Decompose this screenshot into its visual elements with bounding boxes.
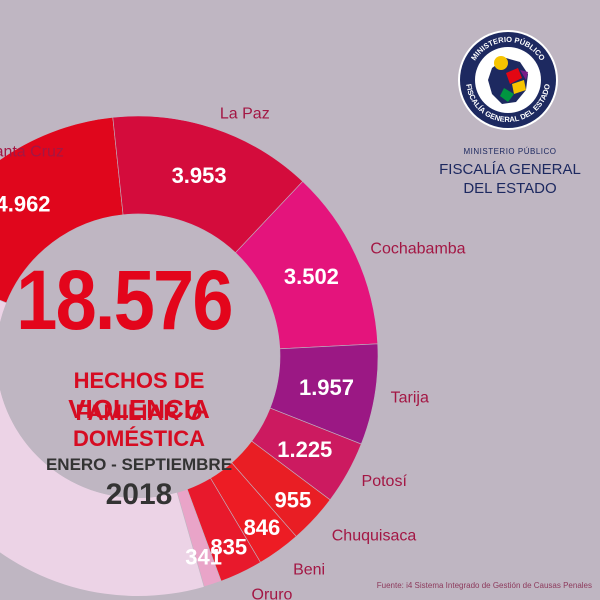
org-small-label: MINISTERIO PÚBLICO xyxy=(463,147,557,156)
value-label-la-paz: 3.953 xyxy=(172,163,227,188)
value-label-chuquisaca: 955 xyxy=(274,487,311,512)
slice-pando xyxy=(176,488,222,588)
year-label: 2018 xyxy=(105,478,173,511)
category-label-pando: Pando xyxy=(220,599,266,600)
org-line-1: FISCALÍA GENERAL xyxy=(439,161,581,178)
subtitle-line-2: FAMILIAR O DOMÉSTICA xyxy=(73,400,205,451)
total-number: 18.576 xyxy=(16,253,233,347)
subtitle-part-1: HECHOS DE xyxy=(73,368,205,393)
donut-center xyxy=(0,214,280,498)
category-label-oruro: Oruro xyxy=(252,586,293,600)
category-label-beni: Beni xyxy=(293,562,325,579)
category-label-cochabamba: Cochabamba xyxy=(370,241,465,258)
value-label-oruro: 835 xyxy=(210,534,247,559)
org-name: FISCALÍA GENERAL DEL ESTADO xyxy=(430,160,590,198)
value-label-pando: 341 xyxy=(185,545,222,570)
period-label: ENERO - SEPTIEMBRE xyxy=(45,455,233,474)
value-label-santa-cruz: 4.962 xyxy=(0,191,51,216)
donut-remainder xyxy=(0,300,205,596)
slice-santa-cruz xyxy=(0,116,124,304)
value-label-potos-: 1.225 xyxy=(277,437,332,462)
value-label-cochabamba: 3.502 xyxy=(284,264,339,289)
value-label-beni: 846 xyxy=(244,515,281,540)
category-label-tarija: Tarija xyxy=(391,389,429,406)
fiscalia-seal-logo: MINISTERIO PÚBLICO FISCALÍA GENERAL DEL … xyxy=(458,30,558,130)
value-label-tarija: 1.957 xyxy=(299,375,354,400)
category-label-santa-cruz: Santa Cruz xyxy=(0,144,64,161)
category-label-chuquisaca: Chuquisaca xyxy=(332,527,417,544)
category-label-la-paz: La Paz xyxy=(220,105,270,122)
org-line-2: DEL ESTADO xyxy=(463,180,557,197)
subtitle-strong: VIOLENCIA xyxy=(68,394,210,424)
category-label-potos-: Potosí xyxy=(362,473,408,490)
source-note: Fuente: i4 Sistema Integrado de Gestión … xyxy=(376,581,592,590)
subtitle-line-1: HECHOS DE VIOLENCIA xyxy=(14,368,264,425)
